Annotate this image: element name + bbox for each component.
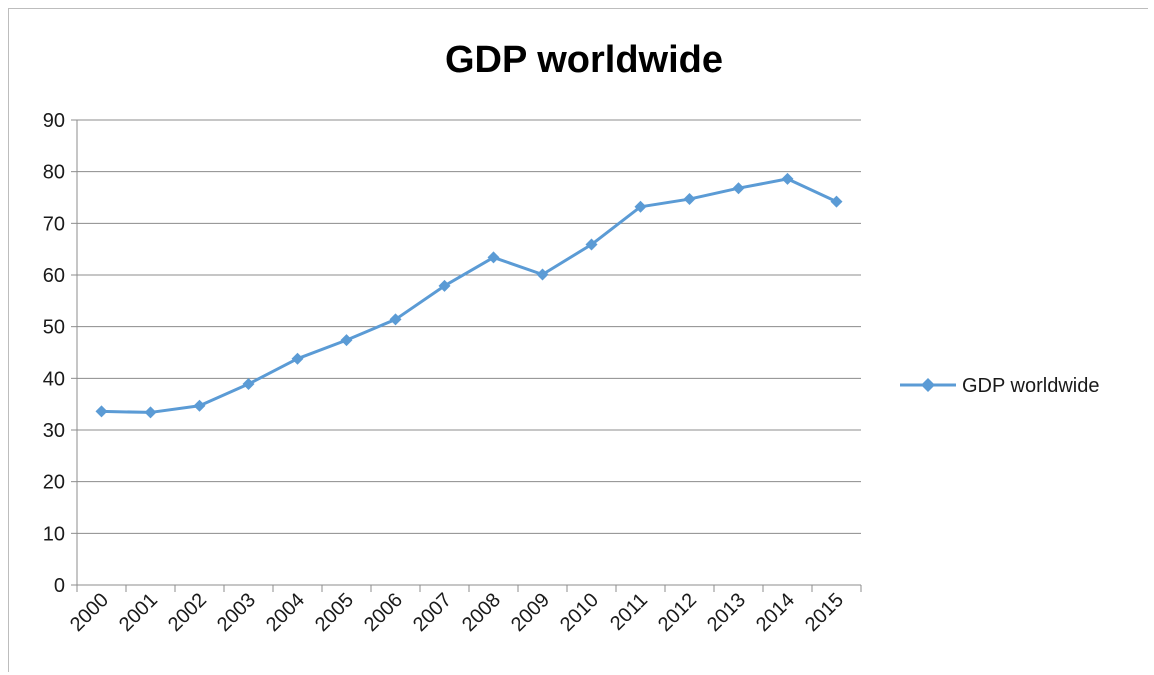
x-tick-label-2008: 2008 [458, 589, 505, 636]
x-axis-tick-labels: 2000 2001 2002 2003 2004 2005 2006 2007 2008 2009… [66, 589, 848, 636]
x-tick-label-2004: 2004 [262, 589, 309, 636]
data-point-2012 [683, 193, 696, 206]
x-tick-label-2011: 2011 [606, 589, 652, 635]
x-tick-label-2002: 2002 [164, 589, 211, 636]
legend: GDP worldwide [900, 375, 1099, 397]
data-point-2007 [438, 279, 451, 292]
x-tick-label-2000: 2000 [66, 589, 113, 636]
y-tick-label-70: 70 [43, 213, 65, 235]
x-tick-label-2007: 2007 [409, 589, 456, 636]
y-tick-label-60: 60 [43, 265, 65, 287]
data-point-2010 [585, 238, 598, 251]
chart-frame [8, 8, 1148, 672]
data-point-2009 [536, 268, 549, 281]
data-point-2005 [340, 334, 353, 347]
x-tick-label-2003: 2003 [213, 589, 260, 636]
data-point-2015 [830, 195, 843, 208]
data-point-2011 [634, 200, 647, 213]
axes [71, 119, 862, 592]
x-tick-label-2009: 2009 [507, 589, 554, 636]
data-point-2008 [487, 251, 500, 264]
data-point-2013 [732, 182, 745, 195]
x-tick-label-2013: 2013 [703, 589, 750, 636]
y-tick-label-10: 10 [43, 523, 65, 545]
legend-label: GDP worldwide [962, 375, 1099, 397]
series-line-0 [101, 177, 838, 414]
y-tick-label-40: 40 [43, 368, 65, 390]
x-tick-label-2006: 2006 [360, 589, 407, 636]
x-tick-label-2010: 2010 [556, 589, 603, 636]
data-point-2014 [781, 172, 794, 185]
data-point-2003 [242, 378, 255, 391]
x-tick-label-2005: 2005 [311, 589, 358, 636]
x-tick-label-2012: 2012 [654, 589, 701, 636]
data-point-2004 [291, 352, 304, 365]
y-tick-label-0: 0 [54, 575, 65, 597]
y-tick-label-20: 20 [43, 472, 65, 494]
y-tick-label-90: 90 [43, 110, 65, 132]
data-point-2002 [193, 399, 206, 412]
chart-title: GDP worldwide [445, 39, 723, 81]
data-point-2001 [144, 406, 157, 419]
data-point-2000 [95, 405, 108, 418]
y-tick-label-30: 30 [43, 420, 65, 442]
y-tick-label-50: 50 [43, 317, 65, 339]
x-tick-label-2014: 2014 [752, 589, 799, 636]
x-tick-label-2015: 2015 [801, 589, 848, 636]
x-tick-label-2001: 2001 [115, 589, 162, 636]
y-axis-tick-labels: 0 10 20 30 40 50 60 70 80 90 [43, 110, 65, 597]
legend-diamond-marker [921, 378, 935, 392]
y-tick-label-80: 80 [43, 162, 65, 184]
gridlines [77, 119, 861, 534]
data-point-2006 [389, 313, 402, 326]
series-gdp-worldwide [95, 172, 843, 419]
